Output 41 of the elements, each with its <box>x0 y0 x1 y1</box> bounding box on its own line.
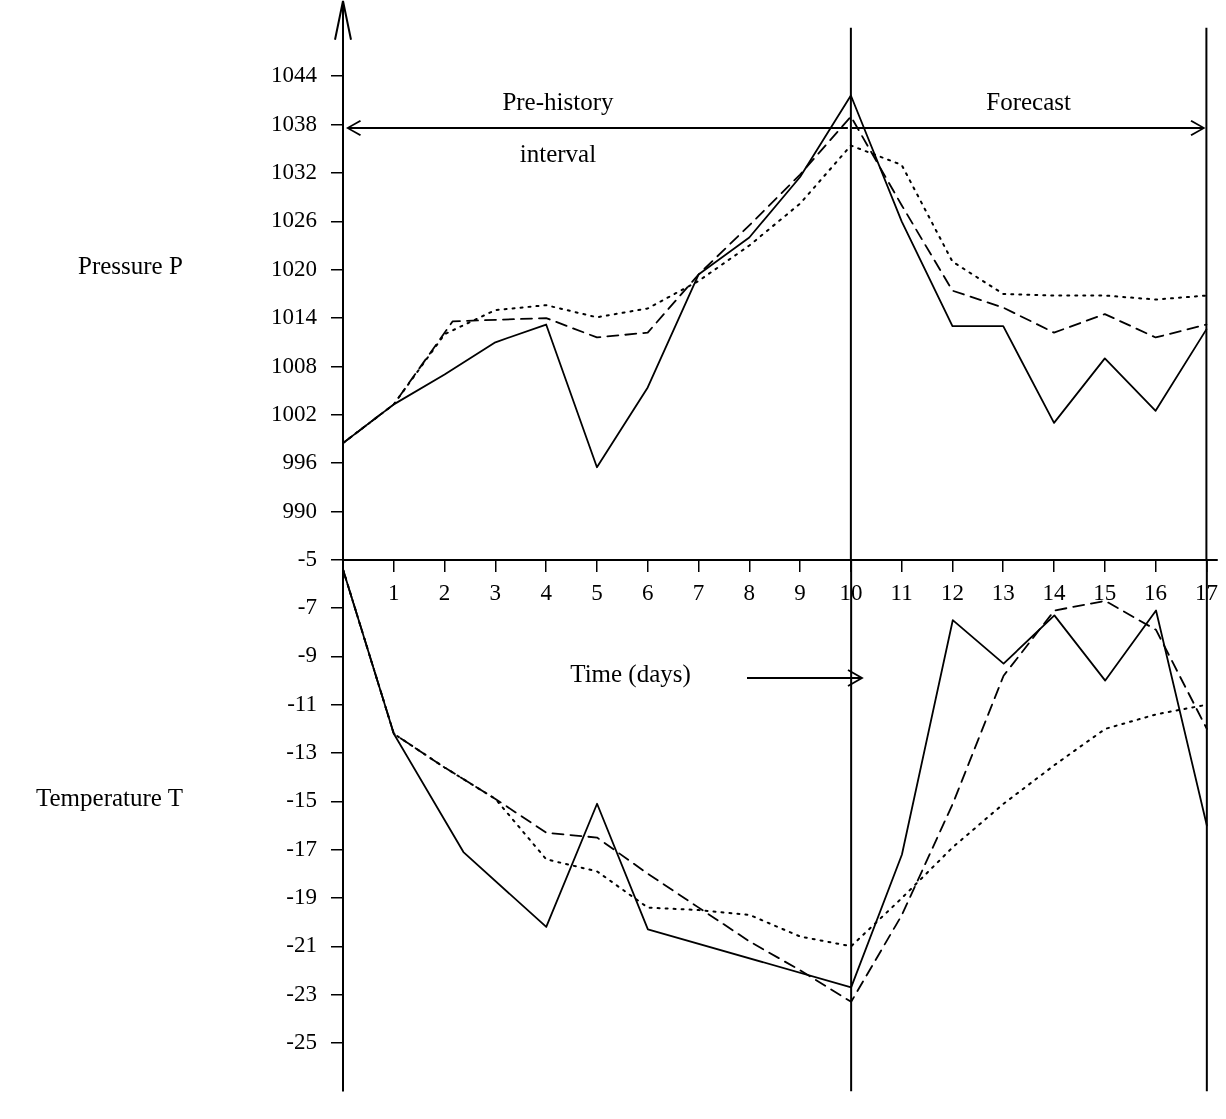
x-axis-title: Time (days) <box>570 659 691 688</box>
y-tick-label: 1026 <box>271 207 317 233</box>
y-tick-label: -15 <box>286 787 317 813</box>
x-tick-label: 11 <box>890 579 913 605</box>
x-tick-label: 9 <box>794 579 806 605</box>
x-tick-label: 8 <box>743 579 756 605</box>
x-tick-label: 13 <box>991 579 1015 605</box>
y-axis-title: Pressure P <box>78 252 183 281</box>
y-tick-label: 1014 <box>271 304 318 330</box>
x-tick-label: 3 <box>489 579 502 605</box>
x-tick-label: 7 <box>692 579 705 605</box>
annotation: Pre-history interval <box>501 86 615 169</box>
y-tick-label: 1020 <box>271 255 317 281</box>
x-tick-label: 5 <box>591 579 603 605</box>
y-tick-label: 1002 <box>271 400 317 426</box>
y-tick-label: -23 <box>286 980 317 1006</box>
x-tick-label: 15 <box>1093 579 1117 605</box>
y-tick-label: -21 <box>286 932 317 958</box>
y-tick-label: -13 <box>286 739 317 765</box>
y-tick-label: 1008 <box>271 352 317 378</box>
y-tick-label: 996 <box>282 449 317 475</box>
y-tick-label: -11 <box>287 690 317 716</box>
y-tick-label: 1044 <box>271 62 318 88</box>
x-tick-label: 1 <box>388 579 400 605</box>
x-tick-label: 2 <box>438 579 451 605</box>
x-tick-label: 4 <box>540 579 553 605</box>
y-tick-label: 990 <box>282 497 317 523</box>
annotation: Forecast <box>985 86 1072 117</box>
y-tick-label: -19 <box>286 884 317 910</box>
y-axis-title: Temperature T <box>36 783 184 812</box>
x-tick-label: 16 <box>1144 579 1168 605</box>
y-tick-label: 1038 <box>271 110 317 136</box>
y-tick-label: -25 <box>286 1028 317 1054</box>
y-tick-label: -7 <box>297 594 317 620</box>
y-tick-label: -5 <box>297 545 317 571</box>
x-tick-label: 14 <box>1042 579 1067 605</box>
y-tick-label: -9 <box>297 642 317 668</box>
y-tick-label: -17 <box>286 835 317 861</box>
x-tick-label: 6 <box>641 579 654 605</box>
x-tick-label: 12 <box>940 579 964 605</box>
y-tick-label: 1032 <box>271 158 317 184</box>
